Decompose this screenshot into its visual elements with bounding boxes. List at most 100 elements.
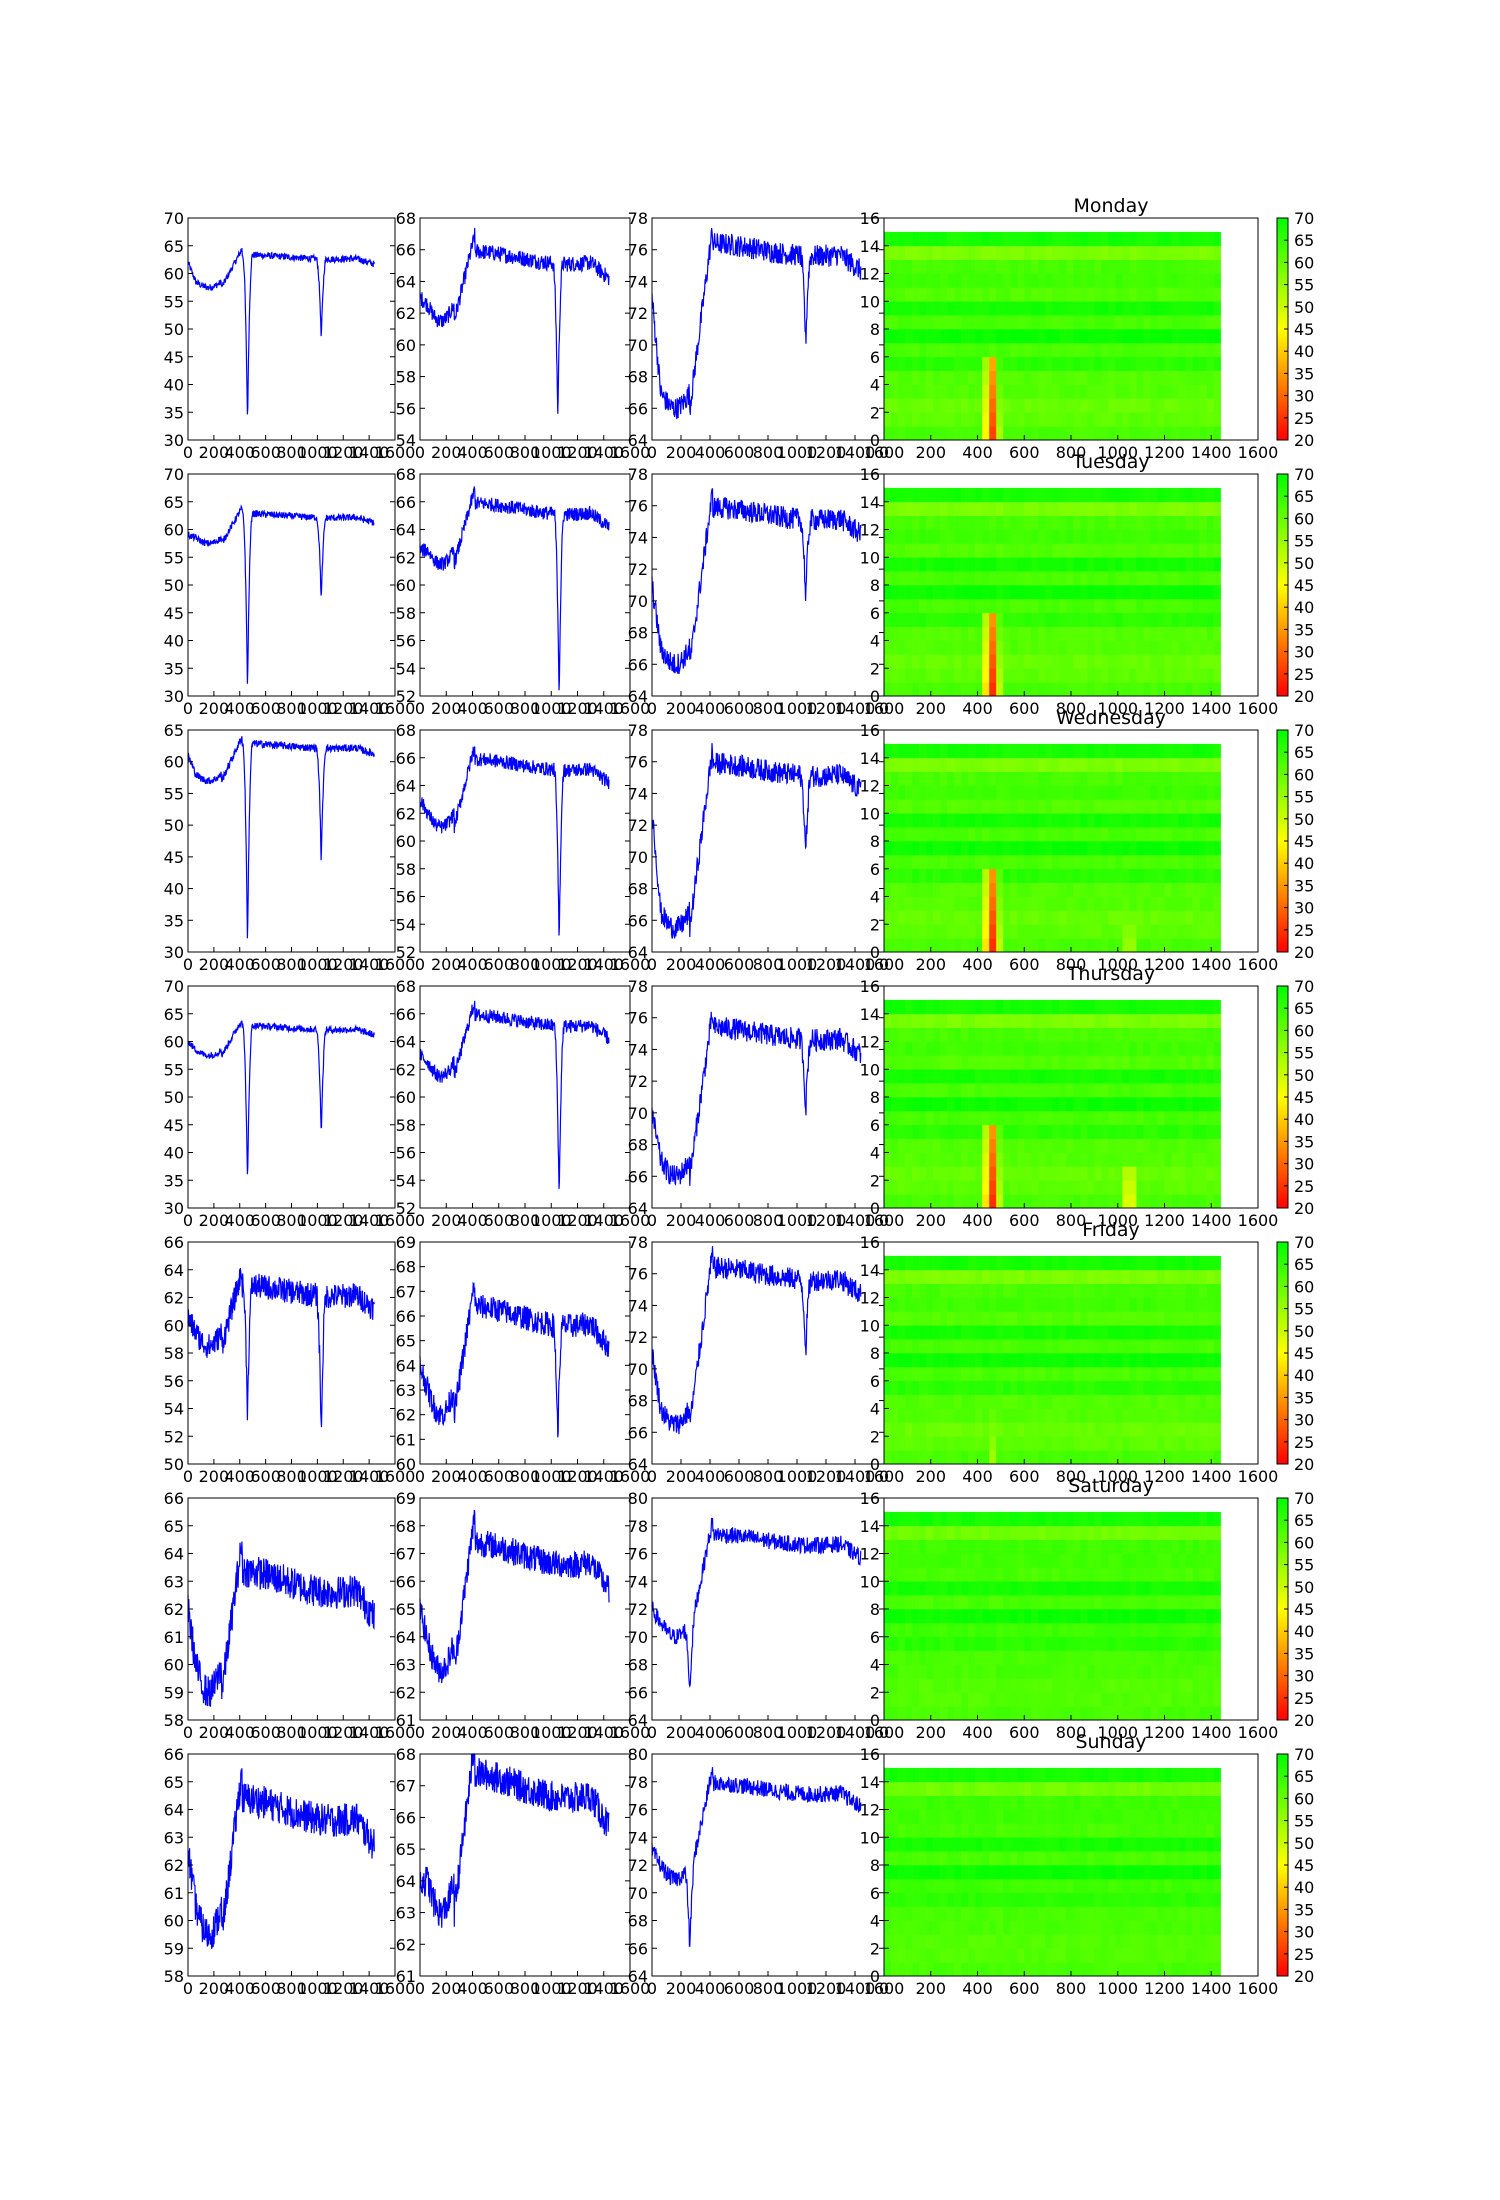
- heat-cell: [1031, 543, 1039, 558]
- heat-cell: [1066, 1297, 1074, 1312]
- heat-cell: [1185, 1166, 1193, 1181]
- heat-cell: [1206, 1083, 1214, 1098]
- heat-cell: [1010, 1194, 1018, 1209]
- heat-cell: [1213, 412, 1221, 427]
- x-tick-label: 0: [415, 955, 425, 974]
- x-tick-label: 1000: [777, 443, 818, 462]
- heat-cell: [1122, 1408, 1130, 1423]
- heat-cell: [968, 938, 976, 953]
- heat-cell: [1192, 1166, 1200, 1181]
- heat-cell: [1157, 585, 1165, 600]
- heat-cell: [1031, 315, 1039, 330]
- heat-cell: [1115, 370, 1123, 385]
- heat-cell: [1045, 938, 1053, 953]
- heat-cell: [891, 640, 899, 655]
- heat-cell: [1157, 598, 1165, 614]
- x-tick-label: 1400: [349, 1211, 390, 1230]
- heat-cell: [1066, 1124, 1074, 1139]
- heat-cell: [926, 1069, 934, 1084]
- heat-cell: [940, 329, 948, 344]
- heat-cell: [1192, 785, 1200, 800]
- heat-cell: [1080, 868, 1088, 883]
- heat-cell: [912, 301, 920, 316]
- heat-cell: [1192, 799, 1200, 814]
- heat-cell: [947, 1097, 955, 1112]
- heat-cell: [1052, 571, 1060, 586]
- heat-cell: [1178, 412, 1186, 427]
- heat-cell: [1066, 1325, 1074, 1340]
- heat-cell: [1150, 799, 1158, 814]
- heat-cell: [1087, 571, 1095, 586]
- heat-cell: [1087, 799, 1095, 814]
- heat-cell: [891, 1194, 899, 1209]
- heat-cell: [1108, 515, 1116, 530]
- heat-cell: [1199, 273, 1207, 288]
- y-tick-label: 55: [164, 1060, 184, 1079]
- heat-cell: [996, 612, 1004, 627]
- heat-cell: [1052, 1664, 1060, 1679]
- heat-cell: [919, 329, 927, 344]
- heat-cell: [1066, 356, 1074, 371]
- heat-cell: [982, 771, 990, 786]
- heat-cell: [954, 1180, 962, 1195]
- heat-cell: [1101, 1297, 1109, 1312]
- heat-cell: [1003, 598, 1011, 614]
- heat-cell: [1003, 1692, 1011, 1707]
- heat-cell: [1108, 743, 1116, 759]
- heat-cell: [1080, 757, 1088, 772]
- heat-cell: [1129, 1692, 1137, 1707]
- heat-cell: [1150, 1255, 1158, 1271]
- heat-cell: [1178, 315, 1186, 330]
- heat-cell: [968, 1311, 976, 1326]
- heat-cell: [905, 1055, 913, 1070]
- heat-cell: [1199, 245, 1207, 260]
- heat-cell: [1143, 910, 1151, 925]
- heat-cell: [1136, 1311, 1144, 1326]
- heat-cell: [1143, 1180, 1151, 1195]
- heat-cell: [1010, 315, 1018, 330]
- heat-cell: [1129, 598, 1137, 614]
- y-tick-label: 52: [164, 1427, 184, 1446]
- heat-cell: [884, 1297, 892, 1312]
- heat-cell: [1115, 1422, 1123, 1437]
- heat-cell: [1143, 1166, 1151, 1181]
- heat-cell: [1045, 841, 1053, 856]
- heat-cell: [919, 1692, 927, 1707]
- heat-cell: [1045, 854, 1053, 870]
- heat-cell: [926, 1339, 934, 1354]
- heat-cell: [1038, 543, 1046, 558]
- heat-cell: [1024, 356, 1032, 371]
- heat-cell: [1150, 1380, 1158, 1395]
- heat-cell: [1129, 1166, 1137, 1181]
- heat-cell: [1094, 1138, 1102, 1153]
- heat-cell: [919, 259, 927, 274]
- heat-cell: [919, 1255, 927, 1271]
- x-tick-label: 800: [753, 443, 784, 462]
- heat-cell: [940, 1269, 948, 1284]
- heat-cell: [1066, 329, 1074, 344]
- heat-cell: [1164, 1166, 1172, 1181]
- heat-cell: [968, 1124, 976, 1139]
- heat-cell: [940, 640, 948, 655]
- heat-cell: [1164, 1450, 1172, 1465]
- heat-cell: [891, 1138, 899, 1153]
- heat-cell: [1143, 799, 1151, 814]
- heat-cell: [954, 1255, 962, 1271]
- heat-cell: [912, 1297, 920, 1312]
- y-tick-label: 64: [164, 1545, 184, 1564]
- heat-cell: [1129, 501, 1137, 516]
- heat-cell: [1073, 398, 1081, 413]
- heat-cell: [1052, 1269, 1060, 1284]
- heat-cell: [1157, 924, 1165, 939]
- heat-cell: [1192, 626, 1200, 641]
- heat-cell: [891, 1166, 899, 1181]
- heat-cell: [1157, 1353, 1165, 1368]
- heat-cell: [1213, 1339, 1221, 1354]
- heat-cell: [1150, 785, 1158, 800]
- heat-cell: [1038, 598, 1046, 614]
- heat-cell: [1192, 598, 1200, 614]
- heat-cell: [905, 1450, 913, 1465]
- heat-cell: [1101, 1283, 1109, 1298]
- heat-cell: [1101, 1664, 1109, 1679]
- heat-cell: [1066, 1069, 1074, 1084]
